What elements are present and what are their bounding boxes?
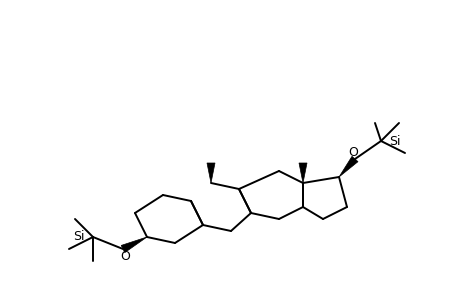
Polygon shape: [338, 156, 357, 177]
Polygon shape: [121, 237, 147, 253]
Text: O: O: [347, 146, 357, 158]
Text: O: O: [120, 250, 129, 263]
Polygon shape: [207, 163, 214, 183]
Polygon shape: [298, 163, 306, 183]
Text: Si: Si: [73, 230, 85, 244]
Text: Si: Si: [388, 134, 400, 148]
